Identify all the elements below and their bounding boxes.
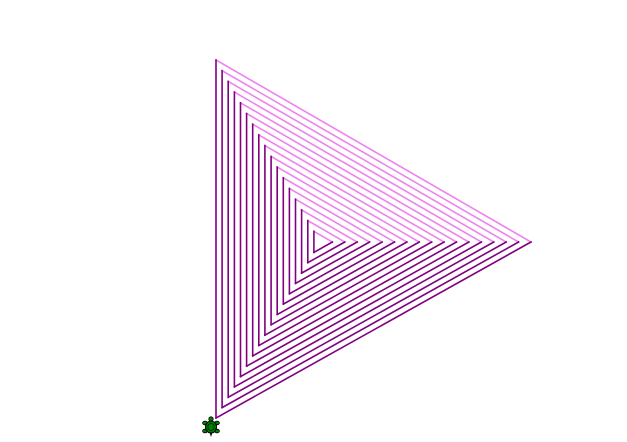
turtle-icon — [202, 416, 220, 437]
spiral-top-edge — [300, 208, 359, 244]
spiral-top-edge — [221, 69, 520, 244]
spiral-bottom-edge — [214, 240, 533, 420]
spiral-bottom-edge — [300, 240, 359, 275]
spiral-bottom-edge — [227, 240, 508, 399]
spiral-bottom-edge — [263, 240, 433, 337]
spiral-top-edge — [233, 91, 495, 244]
spiral-top-edge — [251, 123, 458, 244]
spiral-bottom-edge — [312, 240, 334, 254]
spiral-bottom-edge — [282, 240, 396, 306]
spiral-bottom-edge — [294, 240, 371, 285]
spiral-top-edge — [245, 112, 470, 244]
spiral-bottom-edge — [270, 240, 421, 326]
spiral-top-edge — [312, 230, 334, 244]
spiral-bottom-edge — [251, 240, 458, 357]
spiral-top-edge — [282, 176, 396, 244]
spiral-top-edge — [257, 133, 446, 244]
spiral-bottom-edge — [239, 240, 483, 378]
spiral-top-edge — [227, 80, 508, 244]
spiral-bottom-edge — [288, 240, 384, 295]
spiral-bottom-edge — [306, 240, 346, 264]
spiral-bottom-edge — [276, 240, 408, 316]
spiral-top-edge — [263, 144, 433, 244]
spiral-top-edge — [288, 187, 384, 244]
spiral-bottom-edge — [257, 240, 446, 347]
spiral-bottom-edge — [233, 240, 495, 388]
triangle-spiral — [214, 58, 533, 420]
spiral-top-edge — [294, 198, 371, 244]
spiral-top-edge — [239, 101, 483, 244]
spiral-bottom-edge — [221, 240, 520, 409]
spiral-top-edge — [276, 166, 408, 244]
spiral-top-edge — [270, 155, 421, 244]
spiral-bottom-edge — [245, 240, 470, 368]
spiral-top-edge — [214, 58, 533, 244]
spiral-top-edge — [306, 219, 346, 244]
